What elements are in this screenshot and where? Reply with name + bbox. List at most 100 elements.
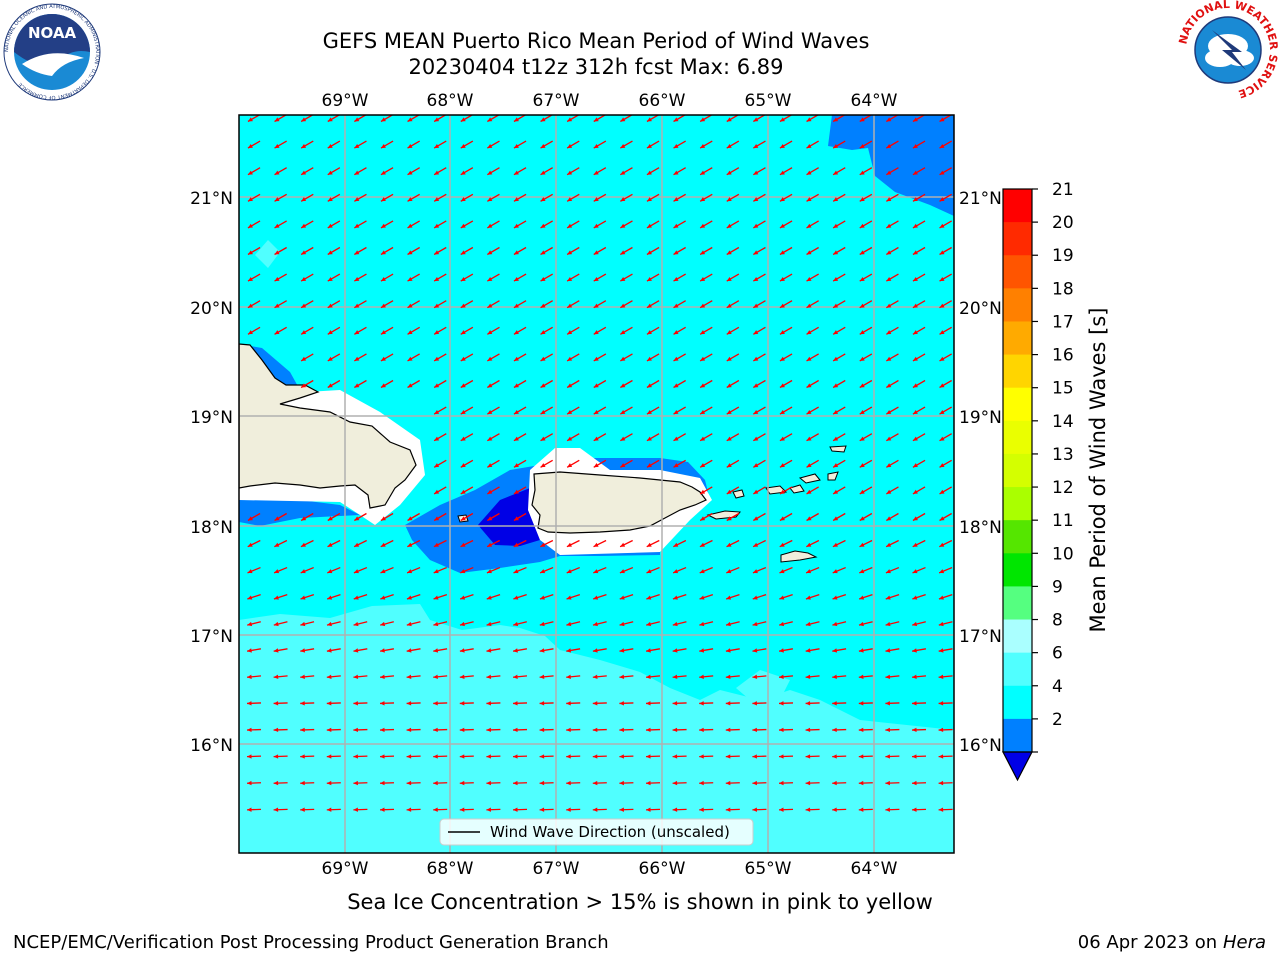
wind-arrow (593, 379, 607, 389)
lon-label-bottom: 69°W (322, 859, 369, 879)
wind-arrow (806, 353, 819, 362)
wind-arrow (832, 193, 846, 202)
wind-arrow (274, 140, 287, 149)
wind-arrow (753, 273, 766, 282)
wind-arrow (246, 754, 262, 759)
wind-arrow (832, 780, 847, 786)
wind-arrow (938, 780, 953, 786)
shade-2-4-region (828, 115, 954, 216)
map-figure: 69°W 68°W 67°W 66°W 65°W 64°W 69°W 68°W … (190, 91, 1110, 879)
colorbar-tick-label: 8 (1052, 611, 1063, 631)
wind-arrow (859, 326, 873, 335)
wind-arrow (380, 566, 394, 574)
wind-arrow (460, 512, 474, 522)
wind-arrow (380, 167, 394, 176)
colorbar-tick-label: 12 (1052, 478, 1074, 498)
wind-arrow (885, 539, 899, 548)
wind-arrow (726, 406, 740, 415)
wind-arrow (274, 193, 287, 202)
lat-label-right: 17°N (959, 627, 1002, 647)
wind-arrow (805, 754, 820, 759)
wind-arrow (726, 246, 740, 256)
wind-arrow (938, 594, 953, 600)
wind-arrow (326, 780, 341, 786)
land-st-croix (780, 550, 818, 563)
wind-arrow (353, 566, 368, 574)
wind-arrow (593, 300, 607, 309)
wind-arrow (752, 648, 767, 653)
wind-arrow (593, 353, 607, 362)
wind-arrow (673, 459, 686, 468)
wind-arrow (300, 594, 315, 600)
wind-arrow (806, 512, 819, 522)
wind-arrow (593, 193, 607, 202)
wind-arrow (327, 246, 341, 256)
wind-arrow (832, 566, 846, 574)
wind-arrow (912, 353, 926, 362)
wind-arrow (805, 594, 820, 600)
wind-arrow (353, 807, 368, 812)
wind-arrow (513, 140, 527, 149)
wind-arrow (487, 193, 500, 202)
wind-arrow (433, 566, 447, 574)
wind-arrow (354, 193, 367, 202)
wind-arrow (885, 621, 900, 627)
wind-arrow (779, 193, 793, 202)
land-hispaniola (239, 343, 417, 509)
colorbar-segment (1003, 189, 1032, 223)
wind-arrow (832, 220, 846, 229)
wind-arrow (699, 459, 713, 468)
wind-arrow (406, 594, 421, 600)
wind-arrow (592, 727, 607, 733)
wind-arrow (939, 193, 952, 202)
wind-arrow (566, 220, 580, 229)
wind-arrow (379, 727, 395, 733)
wind-arrow (620, 193, 633, 202)
wind-arrow (459, 754, 474, 759)
wind-arrow (486, 674, 501, 680)
wind-arrow (566, 326, 580, 335)
wind-arrow (433, 512, 447, 522)
wind-arrow (778, 701, 794, 706)
wind-arrow (460, 379, 474, 389)
wind-arrow (779, 326, 793, 335)
wind-arrow (247, 167, 261, 176)
wind-arrow (673, 353, 686, 362)
wind-arrow (886, 459, 899, 468)
lat-label-left: 20°N (190, 299, 233, 319)
wind-arrow (779, 353, 793, 362)
wind-arrow (672, 621, 687, 627)
wind-arrow (620, 273, 633, 282)
land-tortola (798, 473, 821, 484)
wind-arrow (513, 246, 527, 256)
wind-arrow (513, 459, 527, 468)
land-st-john (789, 484, 805, 494)
wind-arrow (487, 353, 500, 362)
wind-arrow (620, 220, 633, 229)
wind-arrow (540, 406, 553, 415)
colorbar-segment (1003, 288, 1032, 322)
land-anegada (829, 445, 847, 453)
wind-arrow (832, 648, 847, 653)
wind-arrow (779, 379, 793, 389)
wind-arrow (859, 273, 873, 282)
wind-arrow (806, 300, 819, 309)
wind-arrow (620, 167, 633, 176)
wind-arrow (858, 807, 873, 812)
colorbar-frame (1002, 188, 1033, 753)
wind-arrow (300, 566, 314, 574)
wind-arrow (487, 220, 500, 229)
wind-arrow (645, 807, 661, 812)
wind-arrow (273, 594, 288, 600)
wind-arrow (886, 379, 899, 389)
wind-arrow (487, 246, 500, 256)
wind-arrow (805, 674, 820, 680)
lon-label-top: 66°W (639, 91, 686, 111)
wind-arrow (858, 594, 873, 600)
wind-arrow (752, 566, 767, 574)
wind-arrow (699, 701, 714, 706)
wind-arrow (859, 433, 873, 442)
wind-arrow (911, 727, 927, 733)
wind-arrow (539, 674, 554, 680)
wind-arrow (832, 701, 847, 706)
